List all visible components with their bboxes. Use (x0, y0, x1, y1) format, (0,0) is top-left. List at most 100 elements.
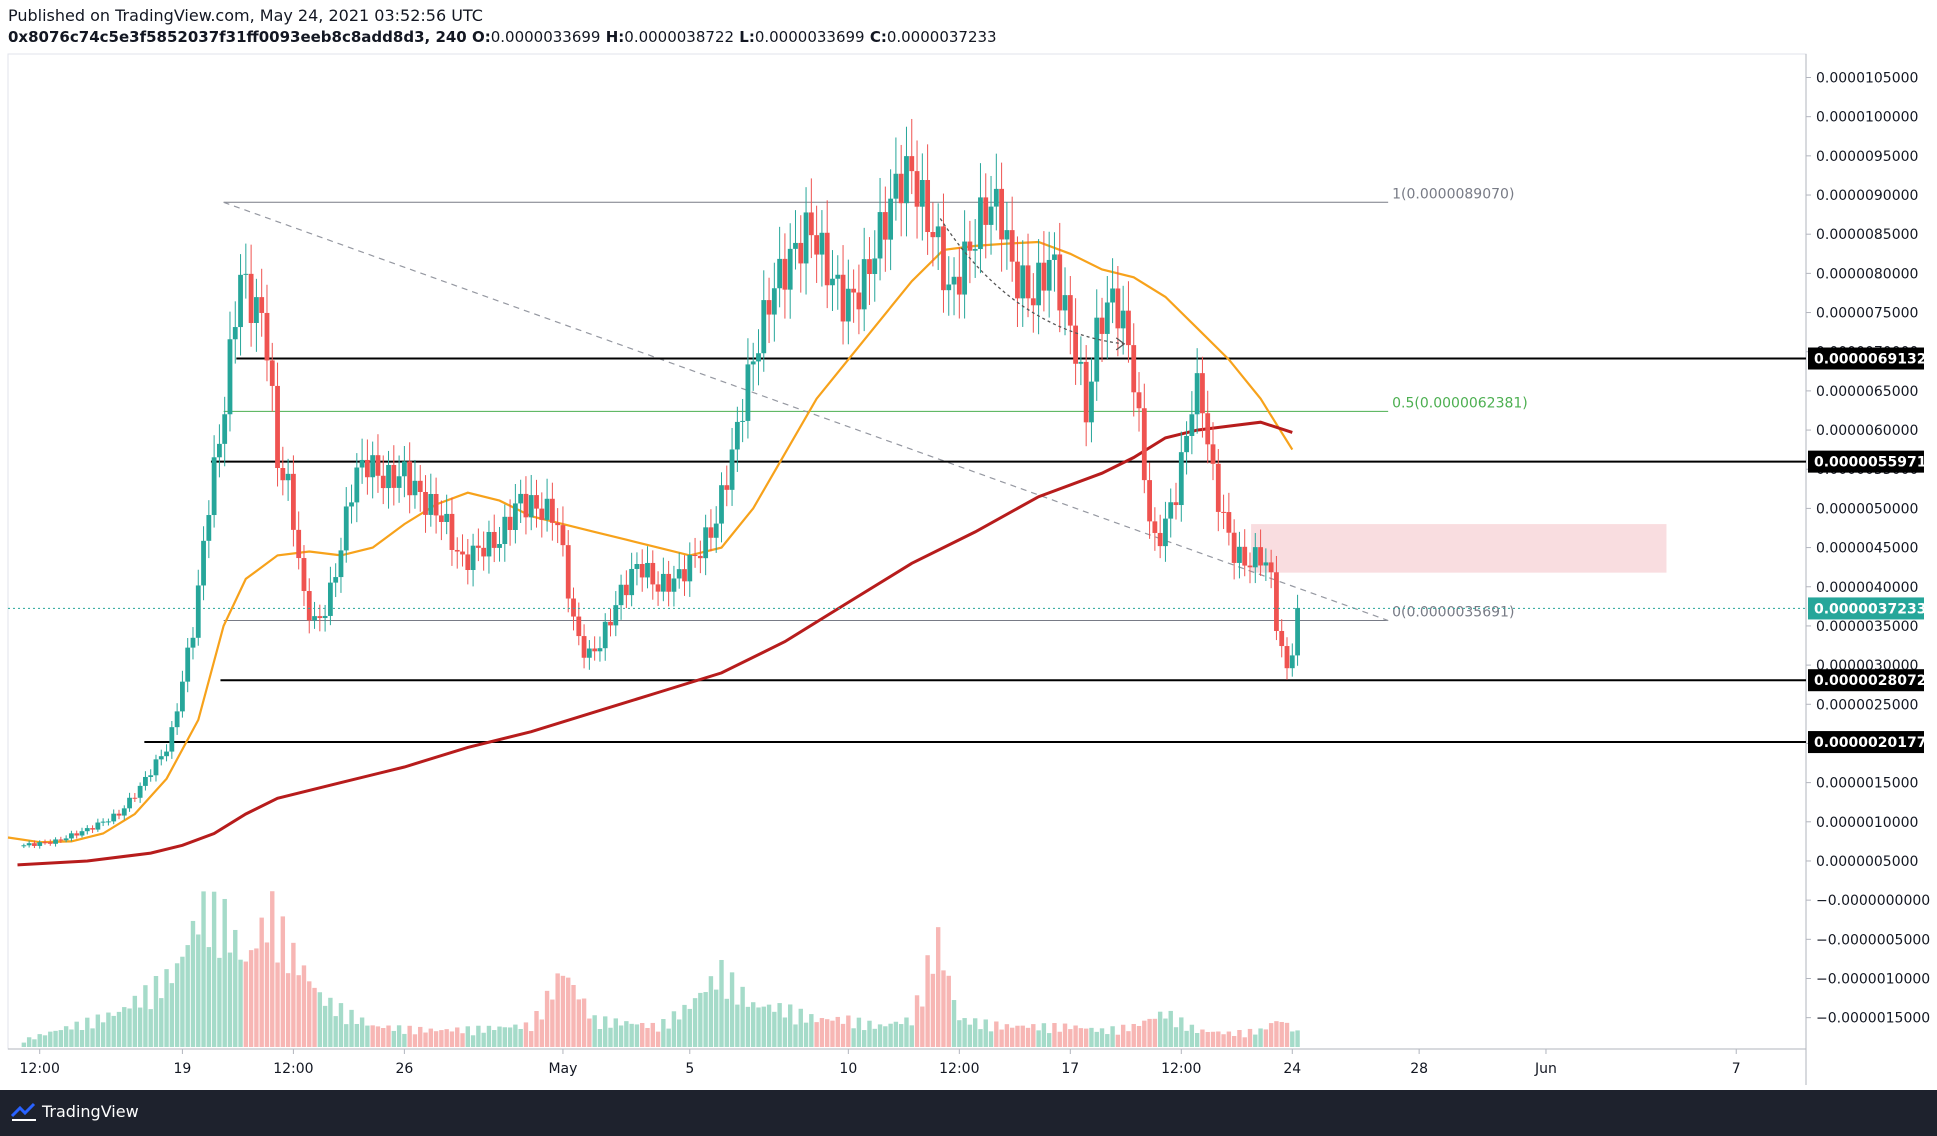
candle-body (58, 839, 64, 841)
volume-bar (1221, 1034, 1226, 1047)
volume-bar (291, 942, 296, 1047)
volume-bar (42, 1035, 48, 1047)
volume-bar (555, 973, 560, 1047)
volume-bar (370, 1025, 375, 1047)
volume-bar (1057, 1031, 1062, 1047)
candle-body (1295, 608, 1300, 656)
candle-body (1057, 254, 1063, 311)
candle-body (613, 605, 619, 626)
price-tick-label: 0.0000040000 (1816, 580, 1918, 596)
time-axis[interactable]: 12:00 19 12:00 26 May 5 10 12:00 17 12:00 24 28 Jun 7 (20, 1049, 1741, 1077)
candle-body (1131, 345, 1137, 393)
volume-bar (1173, 1027, 1179, 1047)
volume-bar (883, 1026, 888, 1047)
candle-body (349, 502, 354, 507)
volume-bar (69, 1029, 74, 1047)
tradingview-logo-icon[interactable] (10, 1100, 38, 1124)
volume-bar (1110, 1026, 1115, 1047)
horizontal-levels[interactable] (144, 357, 1806, 744)
volume-bar (867, 1020, 872, 1047)
candle-body (766, 300, 772, 315)
candle-body (930, 232, 936, 238)
candle-body (333, 577, 339, 583)
volume-bar (1142, 1020, 1147, 1047)
time-tick-label: 12:00 (273, 1061, 313, 1077)
volume-bar (1052, 1023, 1057, 1047)
candle-body (158, 756, 164, 760)
volume-bar (560, 975, 566, 1047)
candle-body (486, 531, 492, 557)
volume-bar (629, 1023, 634, 1047)
volume-bar (296, 975, 301, 1047)
symbol-name[interactable]: 0x8076c74c5e3f5852037f31ff0093eeb8c8add8… (8, 28, 425, 46)
candle-body (69, 833, 74, 839)
volume-bar (285, 973, 291, 1047)
candle-body (153, 759, 159, 776)
volume-bar (238, 959, 243, 1047)
volume-bar (74, 1021, 79, 1047)
volume-bar (1216, 1031, 1221, 1047)
volume-bar (492, 1030, 497, 1047)
volume-bar (941, 970, 946, 1047)
candle-body (1099, 317, 1105, 334)
candle-body (1004, 230, 1010, 240)
volume-bar (1163, 1018, 1168, 1047)
candle-body (460, 551, 465, 555)
price-chart[interactable]: 1(0.0000089070) 0.5(0.0000062381) 0(0.0000… (0, 52, 1937, 1090)
candle-body (988, 206, 994, 225)
volume-bar (375, 1026, 381, 1047)
volume-bar (740, 986, 745, 1047)
price-tick-label: 0.0000045000 (1816, 541, 1918, 557)
footer-brand[interactable]: TradingView (42, 1102, 139, 1121)
candle-body (549, 498, 555, 523)
candle-body (502, 516, 508, 545)
volume-bar (914, 995, 920, 1047)
level-price-tag (1808, 669, 1924, 692)
supply-zone[interactable] (1251, 524, 1667, 573)
candle-body (560, 525, 566, 546)
candle-body (941, 226, 946, 291)
level-price-tag (1808, 450, 1924, 473)
volume-bar (222, 898, 227, 1047)
candle-body (666, 573, 672, 592)
volume-bar (428, 1028, 434, 1047)
candle-body (1194, 373, 1200, 415)
candle-body (956, 276, 962, 295)
candlesticks[interactable] (21, 118, 1300, 849)
volume-bar (270, 891, 275, 1047)
candle-body (925, 180, 931, 233)
volume-bar (529, 1031, 534, 1047)
interval-value[interactable]: 240 (435, 28, 467, 46)
volume-bar (793, 1024, 798, 1047)
volume-bar (1184, 1030, 1189, 1047)
volume-bar (983, 1019, 988, 1047)
volume-bar (85, 1017, 90, 1047)
volume-bar (1253, 1034, 1258, 1047)
volume-bar (624, 1021, 629, 1047)
price-tick-label: 0.0000090000 (1816, 188, 1918, 204)
fib-level-label: 0(0.0000035691) (1392, 605, 1514, 621)
volume-bar (840, 1023, 846, 1047)
candle-body (592, 648, 598, 652)
candle-body (174, 711, 180, 728)
candle-body (1252, 547, 1258, 568)
candle-body (148, 775, 154, 777)
volume-bar (106, 1012, 111, 1047)
candle-body (1104, 302, 1110, 334)
candle-body (1046, 259, 1052, 291)
volume-bar (243, 961, 249, 1047)
candle-body (285, 473, 291, 481)
candle-body (264, 312, 270, 361)
candle-body (312, 616, 317, 621)
candle-body (132, 797, 138, 799)
volume-bar (180, 956, 185, 1047)
price-axis[interactable]: 0.0000105000 0.0000100000 0.0000095000 0.00… (1806, 71, 1930, 1027)
volume-bar (534, 1011, 539, 1047)
candle-body (682, 569, 687, 582)
volume-bar (1115, 1034, 1121, 1047)
volume-bar (650, 1022, 655, 1047)
annotations[interactable] (8, 218, 1806, 609)
candle-body (248, 273, 254, 323)
volume-bar (692, 998, 698, 1047)
volume-bar (898, 1024, 904, 1047)
